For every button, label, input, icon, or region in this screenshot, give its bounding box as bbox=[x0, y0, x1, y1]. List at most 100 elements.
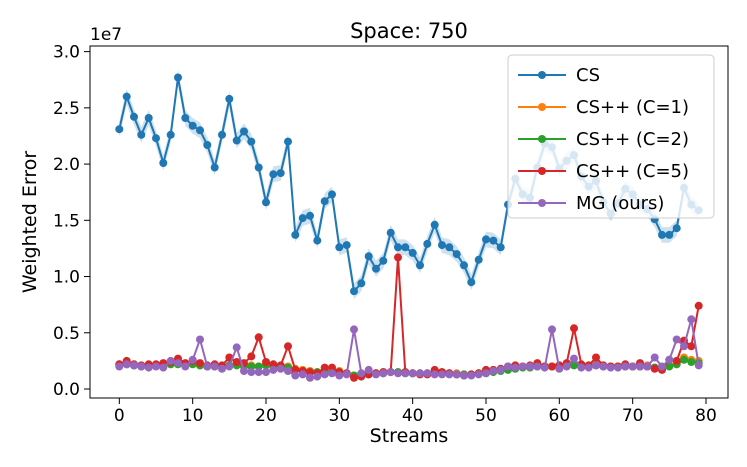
data-point bbox=[672, 224, 681, 233]
data-point bbox=[687, 342, 696, 351]
data-point bbox=[269, 360, 278, 369]
data-point bbox=[276, 169, 285, 178]
data-point bbox=[188, 121, 197, 130]
data-point bbox=[680, 342, 688, 351]
x-ticks: 0 10 20 30 40 50 60 70 80 bbox=[114, 398, 717, 426]
data-point bbox=[320, 197, 329, 206]
data-point bbox=[130, 361, 138, 370]
data-point bbox=[203, 141, 212, 149]
data-point bbox=[284, 137, 292, 146]
data-point bbox=[240, 367, 248, 375]
legend-label-4: MG (ours) bbox=[576, 193, 664, 214]
data-point bbox=[306, 373, 314, 382]
data-point bbox=[291, 371, 300, 380]
data-point bbox=[137, 130, 146, 139]
data-point bbox=[122, 360, 131, 369]
data-point bbox=[408, 248, 417, 257]
data-point bbox=[254, 368, 263, 377]
data-point bbox=[401, 369, 410, 378]
data-point bbox=[511, 363, 520, 372]
data-point bbox=[159, 363, 168, 372]
data-point bbox=[467, 371, 476, 380]
data-point bbox=[570, 324, 578, 333]
data-point bbox=[342, 241, 351, 250]
x-tick-label: 50 bbox=[475, 406, 497, 426]
data-point bbox=[196, 126, 204, 135]
chart-title: Space: 750 bbox=[350, 19, 468, 43]
data-point bbox=[350, 373, 358, 382]
data-point bbox=[518, 362, 527, 371]
data-point bbox=[350, 287, 358, 296]
legend-box bbox=[507, 54, 715, 219]
data-point bbox=[687, 315, 696, 324]
data-point bbox=[328, 369, 336, 378]
data-point bbox=[658, 230, 666, 239]
data-point bbox=[225, 362, 234, 371]
data-point bbox=[357, 279, 366, 288]
data-point bbox=[394, 369, 402, 378]
legend-marker-4 bbox=[538, 199, 546, 207]
data-point bbox=[496, 243, 505, 252]
data-point bbox=[276, 364, 285, 373]
data-point bbox=[254, 333, 263, 342]
data-point bbox=[460, 371, 468, 380]
data-point bbox=[364, 365, 373, 374]
x-tick-label: 70 bbox=[622, 406, 644, 426]
legend-marker-3 bbox=[538, 167, 546, 175]
data-point bbox=[452, 370, 461, 379]
data-point bbox=[335, 371, 344, 380]
data-point bbox=[166, 130, 175, 139]
data-point bbox=[262, 358, 270, 366]
data-point bbox=[628, 362, 637, 371]
data-point bbox=[320, 370, 329, 379]
x-tick-label: 60 bbox=[549, 406, 571, 426]
data-point bbox=[555, 364, 564, 373]
data-point bbox=[247, 137, 256, 146]
data-point bbox=[445, 243, 454, 252]
y-tick-label: 1.5 bbox=[53, 211, 80, 231]
data-point bbox=[482, 369, 490, 378]
data-point bbox=[423, 239, 432, 248]
data-point bbox=[504, 362, 512, 371]
data-point bbox=[144, 114, 153, 122]
data-point bbox=[144, 363, 153, 372]
data-point bbox=[298, 370, 307, 379]
data-point bbox=[115, 362, 124, 371]
data-point bbox=[496, 365, 505, 374]
data-point bbox=[650, 364, 659, 373]
data-point bbox=[152, 134, 160, 143]
data-point bbox=[262, 368, 270, 377]
data-point bbox=[210, 163, 219, 172]
data-point bbox=[247, 352, 256, 361]
data-point bbox=[621, 362, 630, 371]
data-point bbox=[357, 369, 366, 378]
data-point bbox=[372, 370, 380, 379]
data-point bbox=[247, 368, 256, 377]
data-point bbox=[540, 363, 549, 372]
data-point bbox=[188, 355, 197, 364]
data-point bbox=[416, 369, 424, 378]
data-point bbox=[386, 228, 395, 237]
data-point bbox=[269, 170, 278, 179]
legend-marker-1 bbox=[538, 103, 546, 111]
x-axis-label: Streams bbox=[370, 425, 449, 447]
data-point bbox=[210, 362, 219, 371]
data-point bbox=[606, 363, 615, 372]
data-point bbox=[320, 363, 329, 372]
plot-area-frame bbox=[89, 45, 729, 399]
data-point bbox=[599, 362, 608, 371]
legend-marker-2 bbox=[538, 135, 546, 143]
data-point bbox=[643, 362, 652, 371]
data-point bbox=[482, 235, 490, 244]
x-tick-label: 20 bbox=[255, 406, 277, 426]
data-point bbox=[438, 241, 446, 250]
data-point bbox=[122, 92, 131, 101]
data-point bbox=[328, 190, 336, 199]
data-point bbox=[342, 370, 351, 379]
data-point bbox=[269, 365, 278, 374]
x-tick-label: 30 bbox=[329, 406, 351, 426]
data-point bbox=[614, 363, 622, 372]
legend-label-1: CS++ (C=1) bbox=[576, 97, 689, 118]
data-point bbox=[401, 243, 410, 252]
x-tick-label: 40 bbox=[402, 406, 424, 426]
